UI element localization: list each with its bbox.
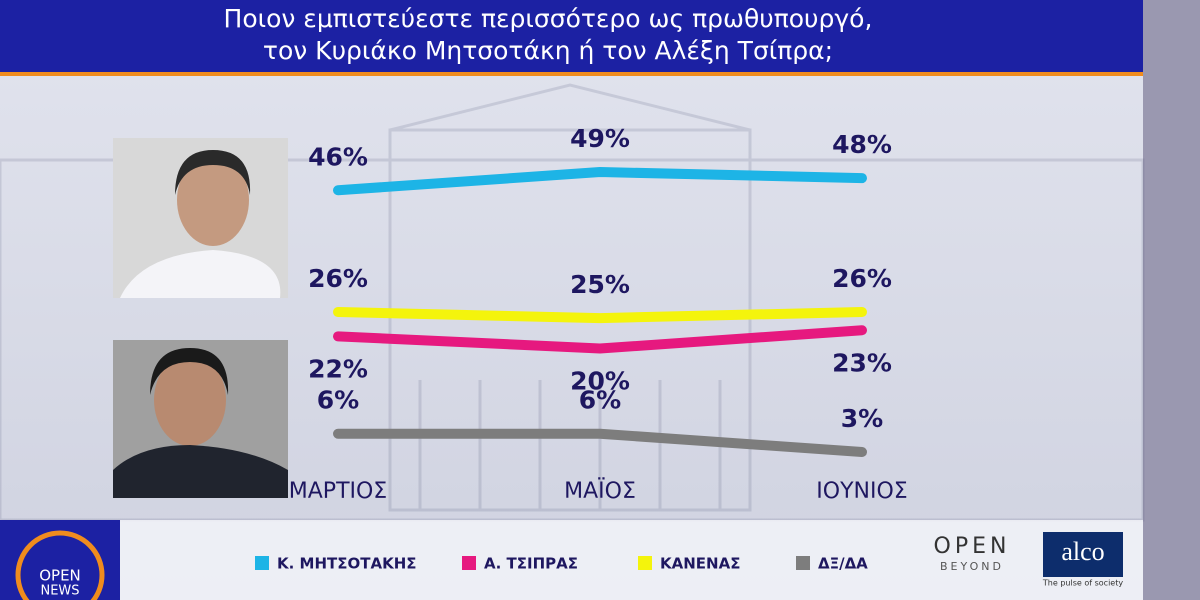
channel-logo-ring: [15, 530, 105, 600]
channel-logo-text: OPEN: [39, 567, 81, 585]
value-label: 6%: [317, 386, 359, 415]
value-label: 48%: [832, 130, 892, 159]
value-label: 6%: [579, 386, 621, 415]
value-label: 46%: [308, 142, 368, 171]
legend-label: ΔΞ/ΔΑ: [818, 555, 868, 573]
value-label: 25%: [570, 270, 630, 299]
partner-logo: BEYOND: [940, 560, 1004, 573]
x-tick-label: ΜΑΪΟΣ: [564, 478, 636, 504]
value-label: 3%: [841, 404, 883, 433]
chart-title: τον Κυριάκο Μητσοτάκη ή τον Αλέξη Τσίπρα…: [263, 36, 833, 65]
pollster-tagline: The pulse of society: [1042, 579, 1123, 588]
legend-label: Α. ΤΣΙΠΡΑΣ: [484, 555, 578, 573]
legend-label: ΚΑΝΕΝΑΣ: [660, 555, 740, 573]
photo: [113, 138, 288, 298]
header-bar: [0, 0, 1143, 74]
photo: [113, 340, 288, 498]
legend-swatch: [796, 556, 810, 570]
pollster-logo-text: alco: [1061, 537, 1104, 566]
series-line: [333, 428, 867, 457]
value-label: 22%: [308, 354, 368, 383]
channel-logo-text: NEWS: [40, 584, 79, 599]
series-line: [333, 307, 867, 324]
legend-swatch: [462, 556, 476, 570]
series-line: [333, 325, 867, 354]
chart-title: Ποιον εμπιστεύεστε περισσότερο ως πρωθυπ…: [224, 4, 873, 33]
x-tick-label: ΙΟΥΝΙΟΣ: [816, 479, 907, 504]
side-strip: [1143, 0, 1200, 600]
legend-label: Κ. ΜΗΤΣΟΤΑΚΗΣ: [277, 555, 417, 573]
value-label: 26%: [832, 264, 892, 293]
value-label: 23%: [832, 348, 892, 377]
value-label: 20%: [570, 367, 630, 396]
footer-band: [0, 520, 1143, 600]
legend-swatch: [255, 556, 269, 570]
value-label: 26%: [308, 264, 368, 293]
pollster-logo: [1043, 532, 1123, 577]
value-label: 49%: [570, 124, 630, 153]
legend-swatch: [638, 556, 652, 570]
partner-logo: OPEN: [934, 534, 1011, 559]
header-underline: [0, 72, 1143, 76]
x-tick-label: ΜΑΡΤΙΟΣ: [289, 479, 387, 504]
series-line: [333, 167, 867, 196]
